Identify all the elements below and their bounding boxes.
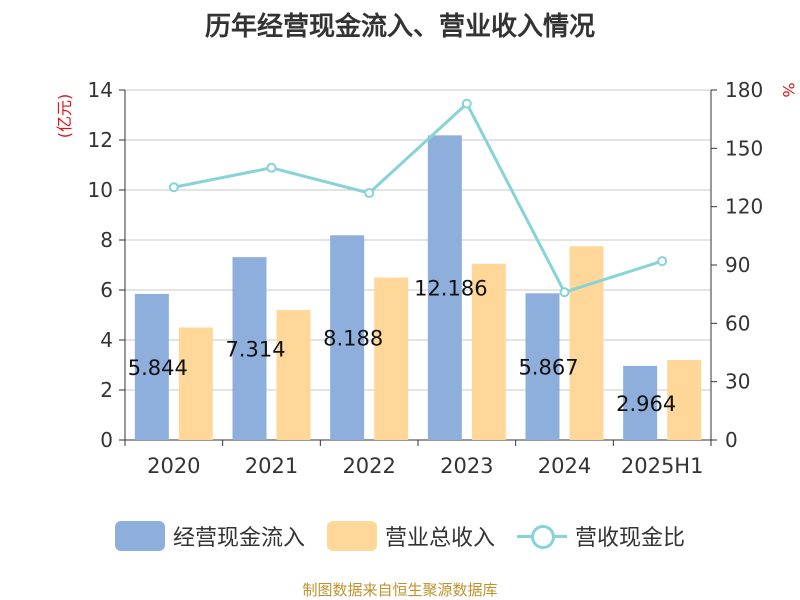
left-tick-label: 2 (100, 378, 113, 402)
legend-swatch-ratio (517, 521, 567, 551)
x-tick-label: 2021 (245, 454, 298, 478)
legend-label-cash-inflow: 经营现金流入 (172, 526, 305, 551)
bar-revenue (374, 277, 409, 440)
data-label-cash-inflow: 5.867 (518, 356, 578, 380)
chart-title: 历年经营现金流入、营业收入情况 (204, 12, 595, 42)
bar-revenue (178, 327, 213, 440)
right-tick-label: 150 (725, 136, 763, 160)
right-tick-label: 180 (725, 78, 763, 102)
right-axis-unit: % (779, 82, 798, 97)
legend-item-ratio[interactable]: 营收现金比 (517, 520, 685, 552)
point-ratio (559, 287, 570, 298)
left-tick-label: 12 (88, 128, 113, 152)
left-tick-label: 10 (88, 178, 113, 202)
point-ratio (266, 162, 277, 173)
left-tick-label: 4 (100, 328, 113, 352)
data-label-cash-inflow: 2.964 (616, 392, 676, 416)
x-tick-label: 2025H1 (621, 454, 704, 478)
legend-label-ratio: 营收现金比 (575, 526, 686, 551)
legend-swatch-revenue (326, 521, 377, 551)
left-tick-label: 6 (100, 278, 113, 302)
data-label-cash-inflow: 8.188 (323, 327, 383, 351)
x-tick-label: 2020 (147, 454, 200, 478)
legend: 经营现金流入 营业总收入 营收现金比 (0, 516, 800, 556)
legend-label-revenue: 营业总收入 (384, 526, 495, 551)
bar-revenue (569, 246, 604, 440)
bar-revenue (276, 310, 311, 440)
bar-revenue (471, 263, 506, 440)
data-label-cash-inflow: 5.844 (128, 356, 188, 380)
right-tick-label: 120 (725, 195, 763, 219)
point-ratio (461, 98, 472, 109)
x-tick-label: 2022 (342, 454, 395, 478)
bar-cash-inflow (134, 293, 169, 440)
bar-cash-inflow (623, 365, 658, 440)
left-tick-label: 8 (100, 228, 113, 252)
legend-item-revenue[interactable]: 营业总收入 (326, 520, 495, 552)
point-ratio (657, 256, 668, 267)
point-ratio (168, 182, 179, 193)
right-tick-label: 60 (725, 311, 750, 335)
data-label-cash-inflow: 12.186 (414, 277, 487, 301)
bar-cash-inflow (330, 235, 365, 440)
point-ratio (364, 188, 375, 199)
x-tick-label: 2024 (538, 454, 591, 478)
legend-item-cash-inflow[interactable]: 经营现金流入 (114, 520, 305, 552)
left-axis-unit: (亿元) (55, 94, 74, 139)
right-tick-label: 0 (725, 428, 738, 452)
left-tick-label: 14 (88, 78, 113, 102)
right-tick-label: 90 (725, 253, 750, 277)
line-ratio (173, 101, 663, 295)
right-tick-label: 30 (725, 370, 750, 394)
x-tick-label: 2023 (440, 454, 493, 478)
bar-revenue (667, 360, 702, 440)
data-label-cash-inflow: 7.314 (225, 338, 285, 362)
bar-cash-inflow (427, 135, 462, 440)
source-footer: 制图数据来自恒生聚源数据库 (302, 581, 498, 599)
left-tick-label: 0 (100, 428, 113, 452)
bar-cash-inflow (232, 257, 267, 440)
legend-swatch-cash-inflow (114, 521, 165, 551)
bar-cash-inflow (525, 293, 560, 440)
